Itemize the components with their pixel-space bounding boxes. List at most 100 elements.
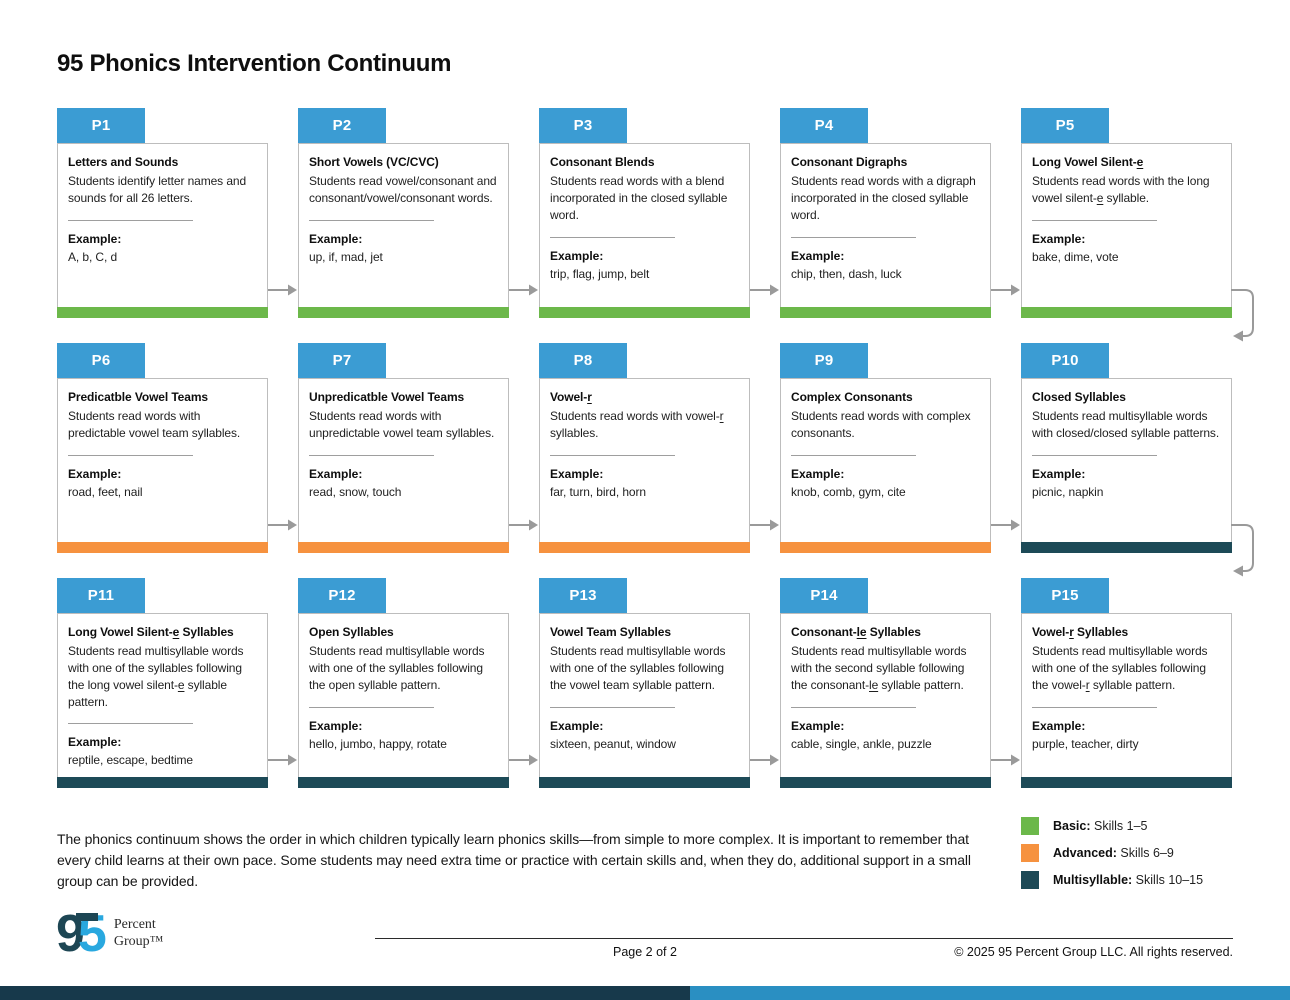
skill-tab: P6 <box>57 343 145 378</box>
skill-tab: P14 <box>780 578 868 613</box>
skill-card-p11: P11 Long Vowel Silent-e Syllables Studen… <box>57 578 268 788</box>
level-bar <box>57 542 268 553</box>
arrow-right-icon <box>509 754 538 766</box>
example-label: Example: <box>550 718 604 733</box>
skill-description: Students read multisyllable words with c… <box>1032 409 1220 440</box>
divider <box>68 723 193 725</box>
skill-title: Consonant-le Syllables <box>791 625 921 639</box>
skill-card-body: Short Vowels (VC/CVC) Students read vowe… <box>298 143 509 307</box>
bottom-strip-dark <box>0 986 691 1000</box>
example-label: Example: <box>309 231 363 246</box>
continuum-row-3: P11 Long Vowel Silent-e Syllables Studen… <box>57 578 1233 788</box>
example-label: Example: <box>1032 466 1086 481</box>
legend-label: Multisyllable: <box>1053 873 1133 887</box>
example-label: Example: <box>68 735 122 750</box>
skill-card-p6: P6 Predicatble Vowel Teams Students read… <box>57 343 268 553</box>
divider <box>791 454 916 456</box>
footer-rule <box>375 938 1233 939</box>
skill-title: Consonant Blends <box>550 155 655 169</box>
logo-wordmark: Percent Group™ <box>114 910 164 951</box>
page-number: Page 2 of 2 <box>613 945 677 959</box>
example-label: Example: <box>791 718 845 733</box>
skill-tab: P11 <box>57 578 145 613</box>
level-bar <box>539 307 750 318</box>
skill-card-body: Vowel Team Syllables Students read multi… <box>539 613 750 777</box>
skill-tab: P4 <box>780 108 868 143</box>
divider <box>309 454 434 456</box>
level-bar <box>57 307 268 318</box>
divider <box>68 454 193 456</box>
skill-description: Students read words with complex consona… <box>791 409 971 440</box>
arrow-right-icon <box>750 754 779 766</box>
skill-card-p15: P15 Vowel-r Syllables Students read mult… <box>1021 578 1232 788</box>
divider <box>791 706 916 708</box>
skill-card-p1: P1 Letters and Sounds Students identify … <box>57 108 268 318</box>
divider <box>550 454 675 456</box>
level-bar <box>57 777 268 788</box>
example-words: picnic, napkin <box>1032 484 1104 499</box>
example-label: Example: <box>309 466 363 481</box>
skill-card-p12: P12 Open Syllables Students read multisy… <box>298 578 509 788</box>
logo-flag <box>75 913 98 921</box>
skill-card-p3: P3 Consonant Blends Students read words … <box>539 108 750 318</box>
level-bar <box>1021 307 1232 318</box>
skill-tab: P7 <box>298 343 386 378</box>
arrow-right-icon <box>509 284 538 296</box>
skill-card-body: Vowel-r Syllables Students read multisyl… <box>1021 613 1232 777</box>
legend-label: Basic: <box>1053 819 1091 833</box>
example-words: far, turn, bird, horn <box>550 484 646 499</box>
skill-tab: P15 <box>1021 578 1109 613</box>
skill-title: Short Vowels (VC/CVC) <box>309 155 439 169</box>
skill-card-body: Predicatble Vowel Teams Students read wo… <box>57 378 268 542</box>
skill-card-body: Letters and Sounds Students identify let… <box>57 143 268 307</box>
skill-title: Closed Syllables <box>1032 390 1126 404</box>
skill-card-body: Long Vowel Silent-e Students read words … <box>1021 143 1232 307</box>
divider <box>1032 219 1157 221</box>
skill-description: Students read multisyllable words with t… <box>791 644 967 692</box>
legend-text: Multisyllable: Skills 10–15 <box>1053 873 1203 887</box>
level-bar <box>298 307 509 318</box>
skill-description: Students read multisyllable words with o… <box>68 644 244 709</box>
level-bar <box>1021 777 1232 788</box>
arrow-right-icon <box>509 519 538 531</box>
skill-card-p7: P7 Unpredicatble Vowel Teams Students re… <box>298 343 509 553</box>
skill-description: Students identify letter names and sound… <box>68 174 247 205</box>
level-bar <box>539 777 750 788</box>
skill-title: Vowel Team Syllables <box>550 625 671 639</box>
wrap-down-arrow-icon <box>1231 289 1254 342</box>
skill-card-body: Consonant-le Syllables Students read mul… <box>780 613 991 777</box>
divider <box>68 219 193 221</box>
example-words: read, snow, touch <box>309 484 402 499</box>
skill-tab: P8 <box>539 343 627 378</box>
logo-95-percent-group: 95 Percent Group™ <box>56 908 164 960</box>
bottom-color-strip <box>0 986 1290 1000</box>
example-words: A, b, C, d <box>68 249 118 264</box>
arrow-right-icon <box>991 284 1020 296</box>
skill-title: Open Syllables <box>309 625 394 639</box>
divider <box>1032 706 1157 708</box>
example-label: Example: <box>550 466 604 481</box>
skill-card-p10: P10 Closed Syllables Students read multi… <box>1021 343 1232 553</box>
skill-tab: P9 <box>780 343 868 378</box>
level-bar <box>1021 542 1232 553</box>
skill-card-p2: P2 Short Vowels (VC/CVC) Students read v… <box>298 108 509 318</box>
skill-card-body: Unpredicatble Vowel Teams Students read … <box>298 378 509 542</box>
skill-description: Students read words with a blend incorpo… <box>550 174 728 222</box>
example-words: road, feet, nail <box>68 484 143 499</box>
example-words: sixteen, peanut, window <box>550 736 676 751</box>
example-label: Example: <box>550 248 604 263</box>
legend-text: Advanced: Skills 6–9 <box>1053 846 1174 860</box>
legend-item-basic: Basic: Skills 1–5 <box>1021 817 1203 835</box>
arrow-right-icon <box>991 754 1020 766</box>
wrap-down-arrow-icon <box>1231 524 1254 577</box>
skill-card-p13: P13 Vowel Team Syllables Students read m… <box>539 578 750 788</box>
skill-tab: P13 <box>539 578 627 613</box>
legend-item-advanced: Advanced: Skills 6–9 <box>1021 844 1203 862</box>
skill-card-p8: P8 Vowel-r Students read words with vowe… <box>539 343 750 553</box>
continuum-row-1: P1 Letters and Sounds Students identify … <box>57 108 1254 342</box>
example-words: hello, jumbo, happy, rotate <box>309 736 447 751</box>
level-bar <box>780 307 991 318</box>
divider <box>1032 454 1157 456</box>
example-label: Example: <box>309 718 363 733</box>
example-label: Example: <box>791 248 845 263</box>
